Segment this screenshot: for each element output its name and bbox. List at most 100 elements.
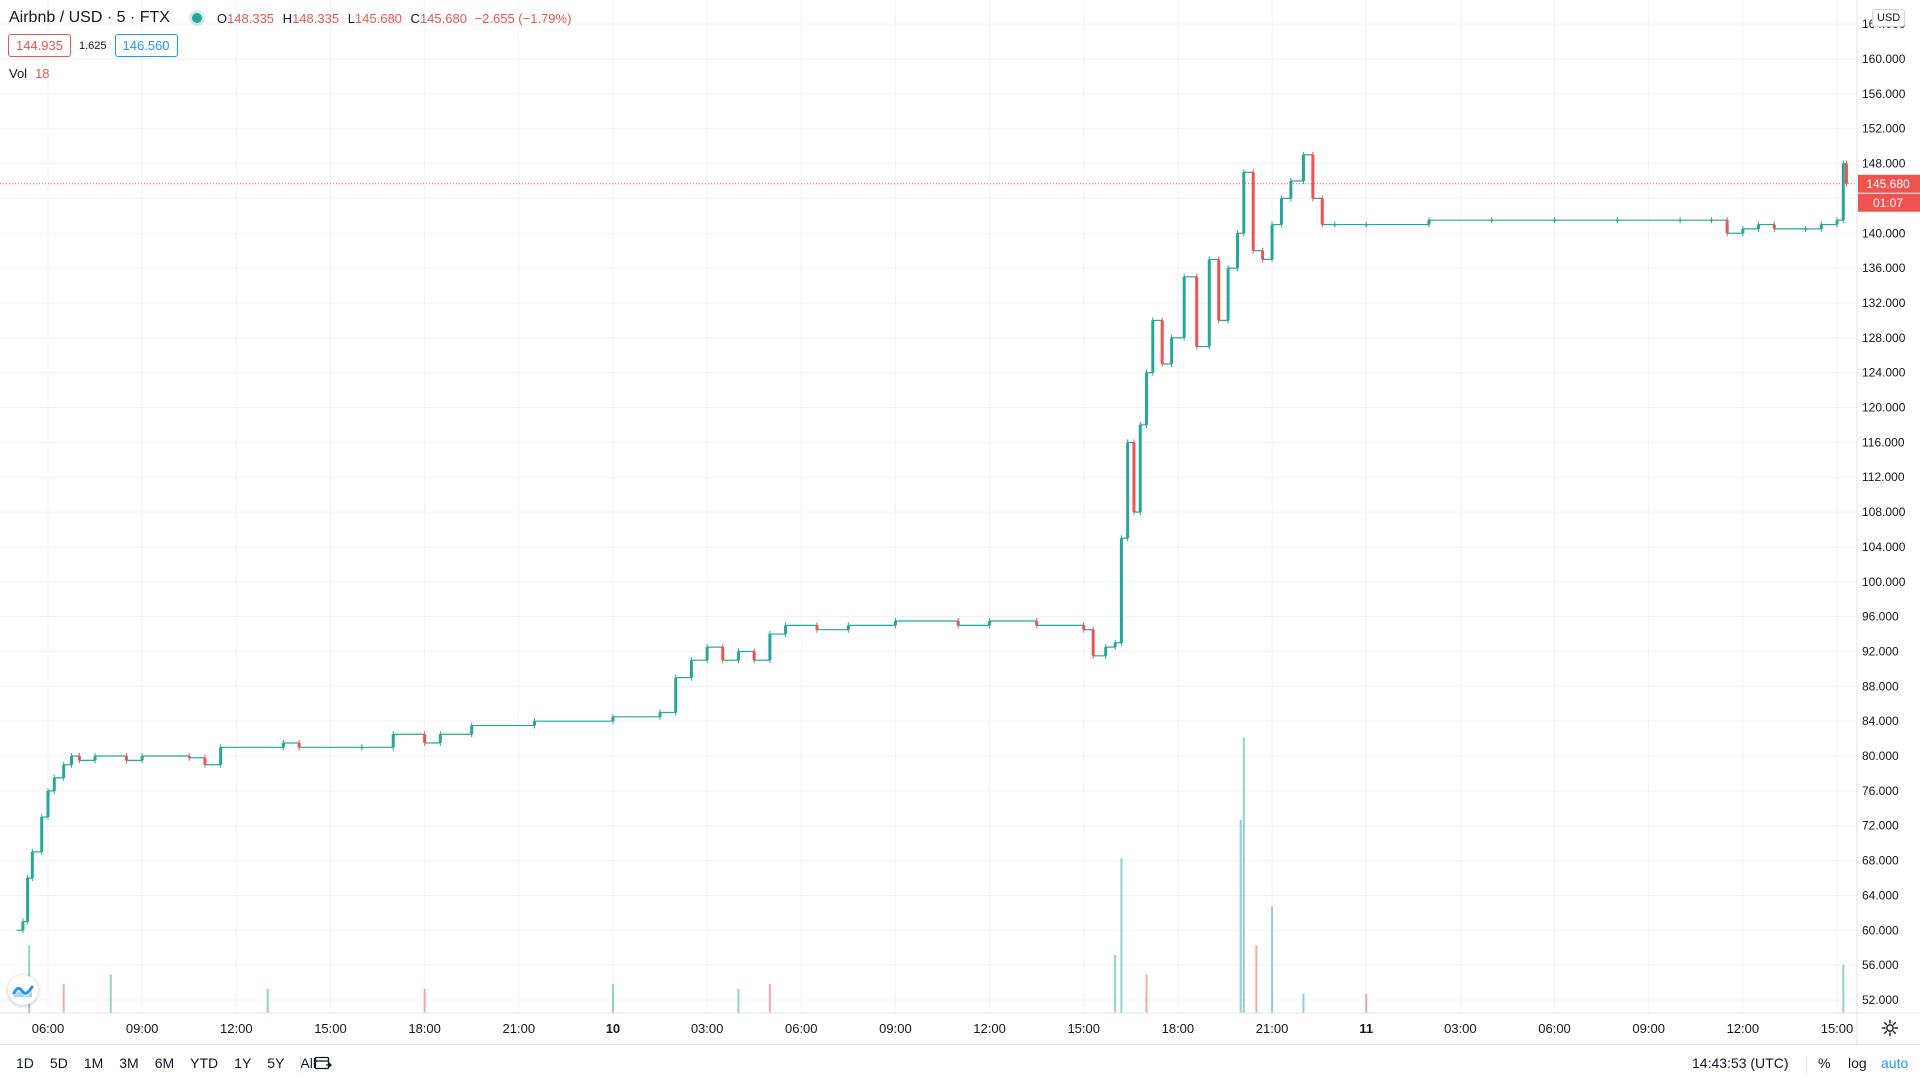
price-tick-label: 108.000	[1862, 505, 1906, 519]
spread-value: 1.625	[79, 39, 107, 52]
price-series	[16, 151, 1848, 934]
price-tick-label: 128.000	[1862, 331, 1906, 345]
volume-bar	[1145, 974, 1148, 1013]
toolbar-divider	[1806, 1057, 1807, 1073]
toolbar-divider	[300, 1057, 301, 1073]
time-tick-label: 06:00	[785, 1021, 818, 1036]
bid-ask-panel: 144.935 1.625 146.560	[8, 34, 178, 57]
volume-bar	[1271, 906, 1274, 1013]
price-tick-label: 148.000	[1862, 157, 1906, 171]
auto-scale-toggle[interactable]: auto	[1881, 1055, 1909, 1071]
low-value: 145.680	[354, 10, 402, 26]
logo-icon	[12, 985, 34, 997]
time-tick-label: 21:00	[1256, 1021, 1289, 1036]
time-tick-label: 10	[606, 1021, 620, 1036]
volume-bar	[611, 984, 614, 1013]
currency-label[interactable]: USD	[1872, 9, 1906, 27]
price-tick-label: 88.000	[1862, 679, 1899, 693]
grid	[0, 0, 1857, 1013]
time-tick-label: 18:00	[408, 1021, 441, 1036]
countdown-badge	[1858, 193, 1920, 212]
time-tick-label: 09:00	[1632, 1021, 1665, 1036]
ohlc-values: O148.335 H148.335 L145.680 C145.680 −2.6…	[212, 11, 572, 26]
time-tick-label: 03:00	[1444, 1021, 1477, 1036]
range-1y-button[interactable]: 1Y	[234, 1055, 252, 1071]
range-1d-button[interactable]: 1D	[16, 1055, 34, 1071]
price-tick-label: 60.000	[1862, 923, 1899, 937]
volume-bar	[737, 988, 740, 1013]
price-tick-label: 68.000	[1862, 854, 1899, 868]
time-tick-label: 18:00	[1162, 1021, 1195, 1036]
price-tick-label: 136.000	[1862, 261, 1906, 275]
volume-bar	[1842, 964, 1845, 1013]
price-tick-label: 96.000	[1862, 610, 1899, 624]
tradingview-logo[interactable]	[8, 975, 38, 1005]
volume-bar	[1114, 955, 1117, 1013]
settings-gear-icon[interactable]	[1881, 1019, 1899, 1042]
time-tick-label: 09:00	[879, 1021, 912, 1036]
price-tick-label: 160.000	[1862, 52, 1906, 66]
price-tick-label: 72.000	[1862, 819, 1899, 833]
price-tick-label: 140.000	[1862, 226, 1906, 240]
time-tick-label: 15:00	[1821, 1021, 1854, 1036]
price-tick-label: 56.000	[1862, 958, 1899, 972]
price-tick-label: 76.000	[1862, 784, 1899, 798]
axes: 52.000 56.000 60.000 64.000 68.000 72.000 76.0…	[0, 0, 1920, 1044]
price-tick-label: 92.000	[1862, 644, 1899, 658]
time-tick-label: 15:00	[1067, 1021, 1100, 1036]
price-tick-label: 64.000	[1862, 888, 1899, 902]
time-tick-label: 06:00	[1538, 1021, 1571, 1036]
price-tick-label: 84.000	[1862, 714, 1899, 728]
open-label: O	[216, 10, 228, 26]
range-1m-button[interactable]: 1M	[83, 1055, 104, 1071]
range-ytd-button[interactable]: YTD	[190, 1055, 219, 1071]
range-all-button[interactable]: All	[300, 1055, 316, 1071]
close-value: 145.680	[419, 10, 467, 26]
goto-date-icon[interactable]	[314, 1055, 332, 1074]
countdown-label: 01:07	[1873, 196, 1903, 210]
close-label: C	[410, 10, 420, 26]
high-value: 148.335	[292, 10, 340, 26]
time-tick-label: 06:00	[32, 1021, 65, 1036]
range-3m-button[interactable]: 3M	[119, 1055, 139, 1071]
price-tick-label: 104.000	[1862, 540, 1906, 554]
bottom-toolbar: 1D 5D 1M 3M 6M YTD 1Y 5Y All 14:43:53 (U…	[0, 1044, 1920, 1081]
volume-label: Vol	[9, 66, 28, 81]
price-tick-label: 156.000	[1862, 87, 1906, 101]
range-6m-button[interactable]: 6M	[154, 1055, 175, 1071]
change-value: −2.655 (−1.79%)	[474, 10, 572, 26]
volume-bar	[1120, 858, 1123, 1013]
time-tick-label: 09:00	[126, 1021, 159, 1036]
volume-bar	[1365, 993, 1368, 1013]
price-tick-label: 120.000	[1862, 401, 1906, 415]
last-price-badge	[1858, 174, 1920, 193]
price-tick-label: 112.000	[1862, 470, 1905, 484]
range-5y-button[interactable]: 5Y	[267, 1055, 285, 1071]
time-tick-label: 12:00	[220, 1021, 253, 1036]
volume-legend[interactable]: Vol 18	[9, 66, 50, 81]
volume-series	[28, 737, 1845, 1013]
symbol-title[interactable]: Airbnb / USD · 5 · FTX	[9, 9, 170, 26]
volume-bar	[266, 988, 269, 1013]
time-tick-label: 15:00	[314, 1021, 347, 1036]
time-tick-label: 03:00	[691, 1021, 724, 1036]
chart-canvas[interactable]: 52.000 56.000 60.000 64.000 68.000 72.000 76.0…	[0, 0, 1920, 1044]
open-value: 148.335	[227, 10, 275, 26]
price-tick-label: 152.000	[1862, 122, 1906, 136]
price-tick-label: 100.000	[1862, 575, 1906, 589]
log-scale-toggle[interactable]: log	[1848, 1055, 1867, 1071]
volume-bar	[423, 988, 426, 1013]
market-status-icon	[191, 13, 202, 23]
time-tick-label: 12:00	[1727, 1021, 1760, 1036]
volume-bar	[1239, 819, 1242, 1013]
range-selector: 1D 5D 1M 3M 6M YTD 1Y 5Y All	[16, 1055, 332, 1071]
percent-scale-toggle[interactable]: %	[1818, 1055, 1831, 1071]
range-5d-button[interactable]: 5D	[49, 1055, 68, 1071]
bid-button[interactable]: 144.935	[8, 34, 71, 57]
volume-bar	[109, 974, 112, 1013]
series-legend: Airbnb / USD · 5 · FTX O148.335 H148.335…	[9, 9, 571, 27]
low-label: L	[347, 10, 355, 26]
ask-button[interactable]: 146.560	[114, 34, 178, 57]
volume-bar	[1302, 993, 1305, 1013]
utc-clock[interactable]: 14:43:53 (UTC)	[1692, 1055, 1789, 1071]
